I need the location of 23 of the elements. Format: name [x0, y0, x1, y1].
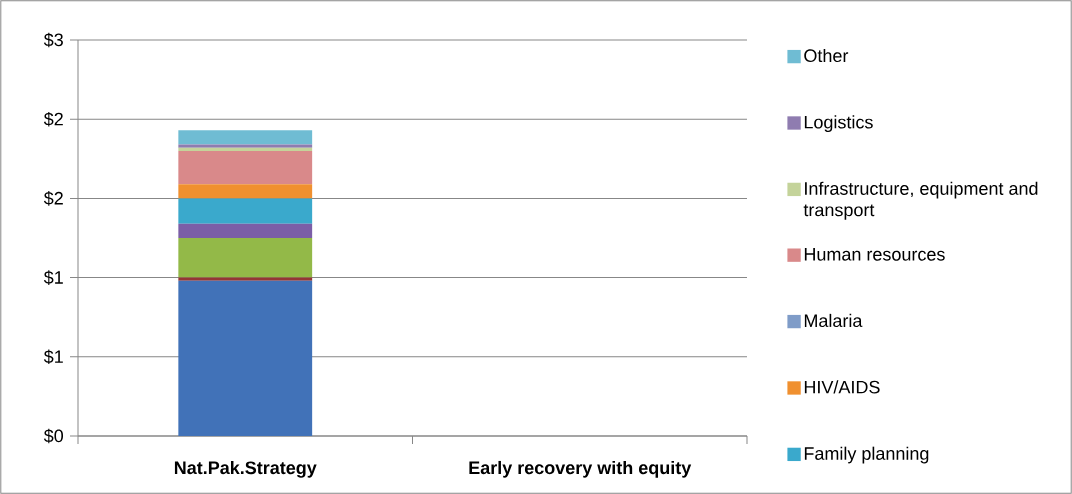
y-tick-label: $0 [43, 428, 64, 444]
bar [178, 130, 313, 145]
legend-label: Infrastructure, equipment and transport [803, 181, 1038, 220]
y-tick-label: $1 [43, 270, 63, 285]
y-tick-label: $1 [43, 349, 63, 365]
legend-label: Family planning [804, 446, 929, 464]
bar [178, 223, 313, 238]
bar [178, 280, 313, 436]
y-tick-label: $2 [43, 111, 63, 127]
x-tick-label: Early recovery with equity [469, 460, 692, 478]
legend-label: Other [804, 48, 849, 63]
bar [178, 198, 313, 224]
x-tick-label: Nat.Pak.Strategy [174, 460, 317, 478]
legend-label: Logistics [804, 115, 873, 133]
bar [178, 277, 313, 281]
legend-label: HIV/AIDS [804, 380, 880, 394]
legend-label: Human resources [804, 248, 945, 261]
y-tick-label: $2 [43, 191, 63, 206]
bar [178, 238, 313, 278]
y-tick-label: $3 [43, 32, 63, 48]
bar [178, 184, 313, 199]
bar [178, 150, 313, 185]
legend-label: Malaria [804, 313, 863, 328]
